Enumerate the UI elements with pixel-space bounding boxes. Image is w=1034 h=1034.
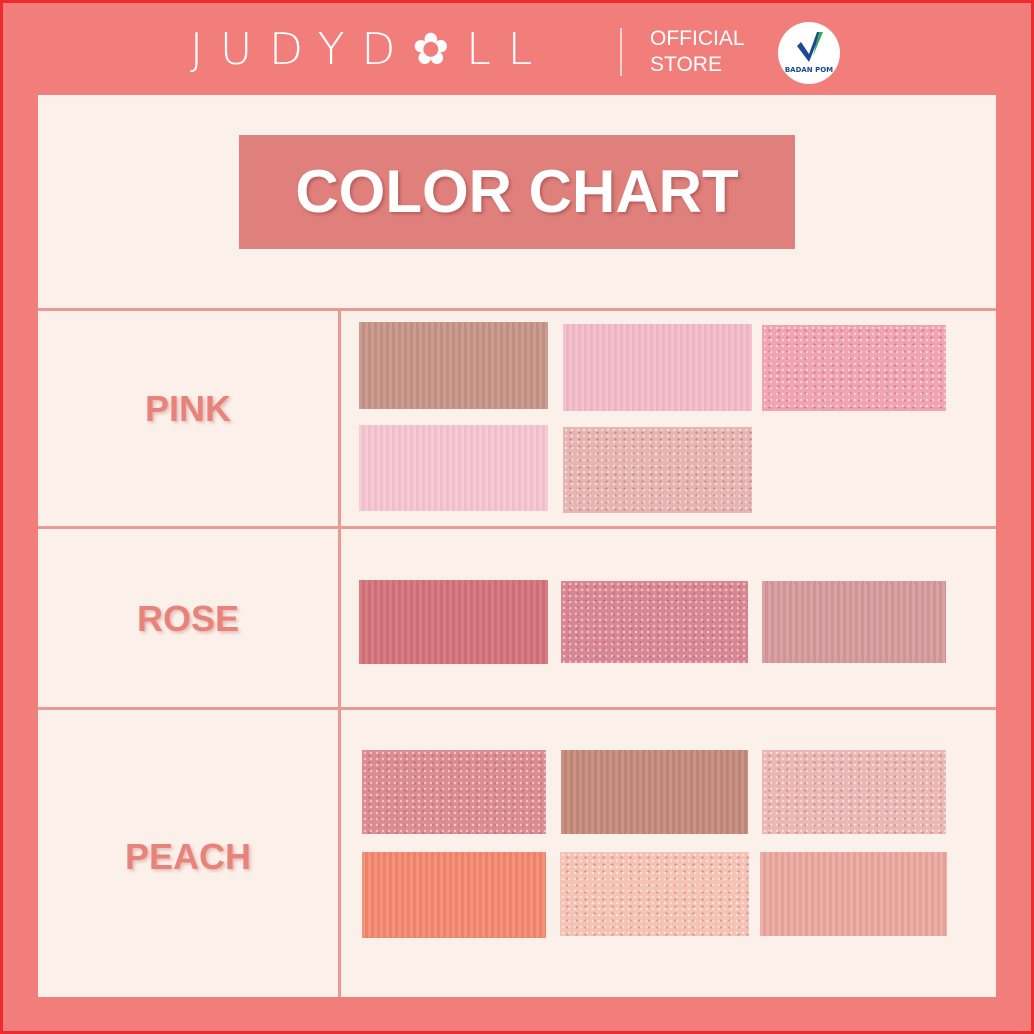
brand-logo: JUDYD✿LL [190,24,550,75]
rose-swatch-1 [359,580,548,664]
divider [38,526,996,529]
pink-swatch-3 [762,325,946,411]
rose-swatch-2 [561,581,748,663]
checkmark-icon [797,32,823,62]
page-title: COLOR CHART [239,135,795,249]
pink-swatch-4 [359,425,548,511]
peach-swatch-3 [762,750,946,834]
pink-swatch-2 [563,324,752,411]
badan-pom-badge: BADAN POM [778,22,840,84]
official-store-text: OFFICIAL STORE [650,26,745,78]
divider [38,308,996,311]
pink-swatch-5 [563,427,752,513]
pink-swatch-1 [359,322,548,409]
peach-swatch-1 [362,750,546,834]
peach-swatch-4 [362,852,546,938]
category-label-rose: ROSE [136,598,240,639]
column-divider [338,309,341,997]
store-line-1: OFFICIAL [650,27,745,50]
peach-swatch-2 [561,750,748,834]
store-line-2: STORE [650,53,722,76]
badge-text: BADAN POM [784,66,834,74]
divider [38,707,996,710]
category-label-peach: PEACH [124,836,252,877]
peach-swatch-6 [760,852,947,936]
header-divider [620,28,622,76]
peach-swatch-5 [560,852,749,936]
rose-swatch-3 [762,581,946,663]
category-label-pink: PINK [144,388,231,429]
